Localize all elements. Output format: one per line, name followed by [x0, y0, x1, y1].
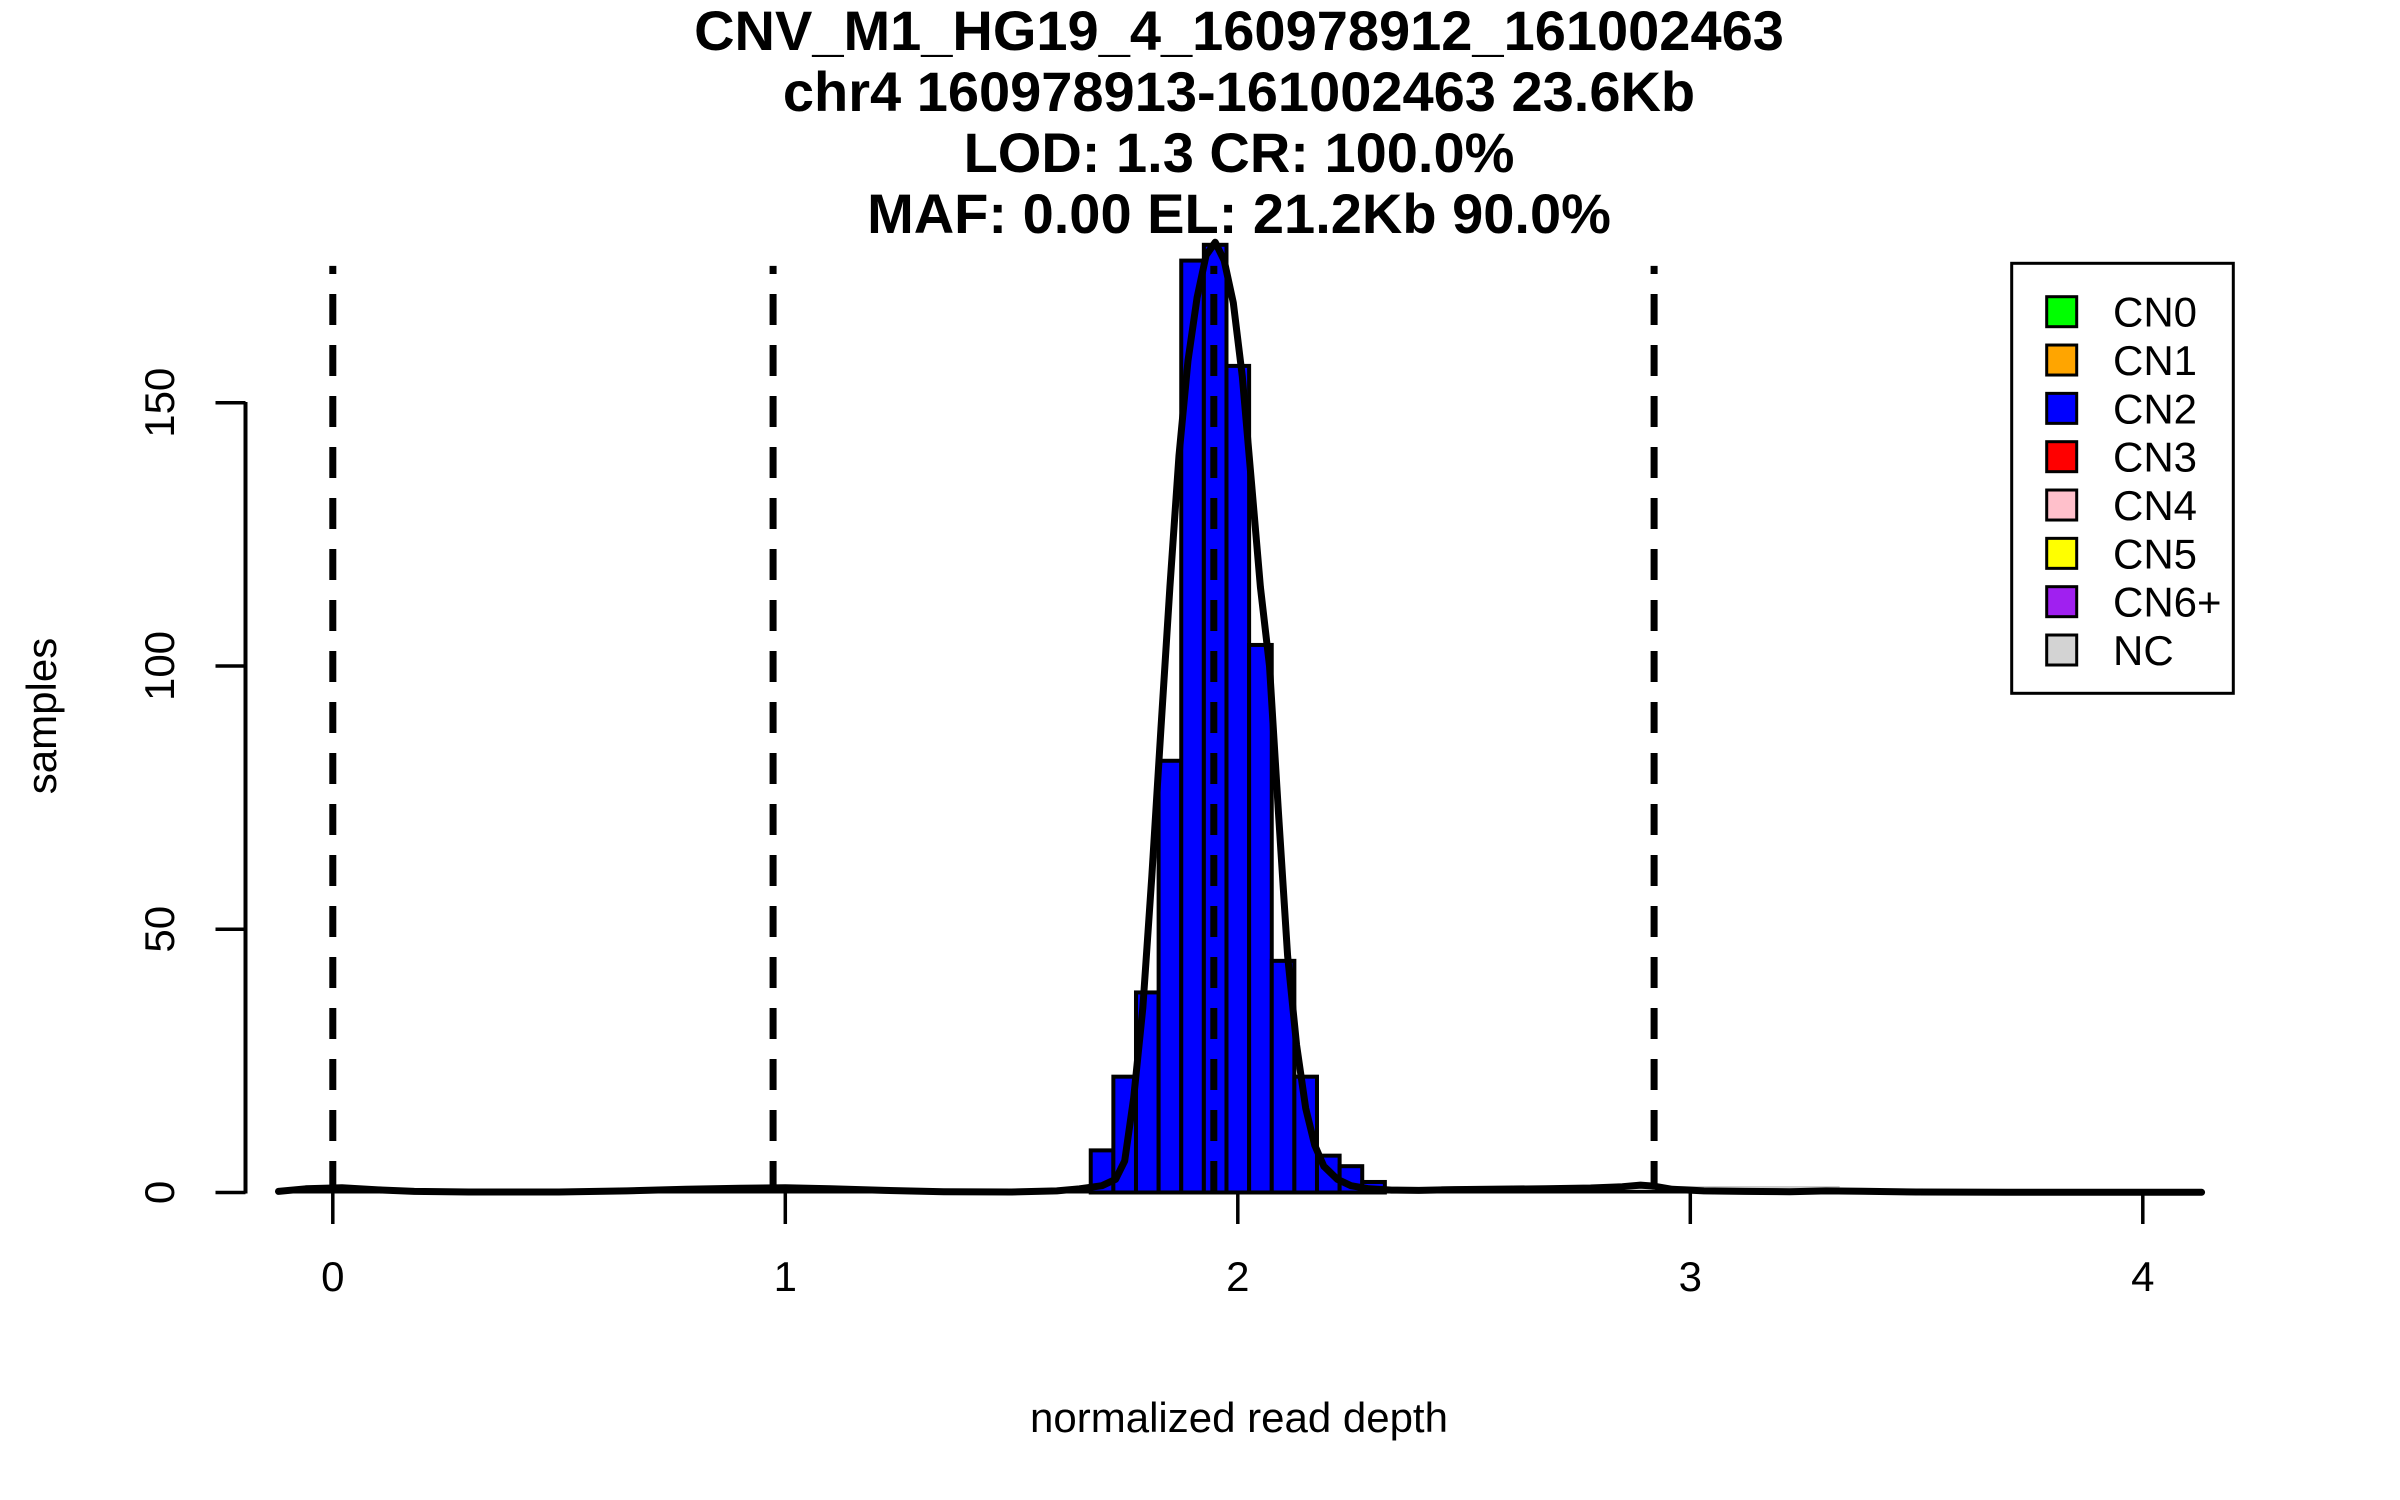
legend-swatch-cn0 [2045, 295, 2079, 329]
legend-swatch-cn4 [2045, 488, 2079, 522]
density-curve [275, 238, 2206, 1196]
y-axis-tick-label: 0 [136, 1181, 183, 1204]
histogram-bar [1156, 758, 1184, 1195]
y-axis-tick-label: 100 [136, 631, 183, 701]
chart-title-line-1: CNV_M1_HG19_4_160978912_161002463 [694, 0, 1784, 62]
chart-title-line-2: chr4 160978913-161002463 23.6Kb [782, 60, 1696, 123]
legend-label-cn2: CN2 [2113, 385, 2197, 432]
histogram-bar [1292, 1074, 1319, 1195]
legend-label-cn0: CN0 [2113, 289, 2197, 336]
legend-label-cn4: CN4 [2113, 482, 2197, 529]
legend-box [2010, 261, 2235, 695]
legend-label-cn1: CN1 [2113, 337, 2197, 384]
y-axis-label: samples [18, 637, 65, 795]
histogram-bar [1247, 642, 1274, 1195]
legend-label-cn6plus: CN6+ [2113, 579, 2222, 626]
legend-label-cn3: CN3 [2113, 434, 2197, 481]
legend-swatch-cn5 [2045, 536, 2079, 570]
legend-label-nc: NC [2113, 627, 2174, 674]
chart-title: CNV_M1_HG19_4_160978912_161002463 chr4 1… [277, 0, 2201, 244]
histogram-bar [1224, 363, 1252, 1195]
legend-swatch-cn3 [2045, 440, 2079, 474]
legend-swatch-nc [2045, 633, 2079, 667]
x-axis-label: normalized read depth [1030, 1394, 1448, 1441]
legend-swatch-cn1 [2045, 343, 2079, 377]
legend-label-cn5: CN5 [2113, 530, 2197, 577]
chart-title-line-3: LOD: 1.3 CR: 100.0% [963, 121, 1515, 184]
x-axis-tick-label: 3 [1679, 1253, 1702, 1300]
x-axis-tick-label: 4 [2131, 1253, 2154, 1300]
x-axis-tick-label: 2 [1226, 1253, 1249, 1300]
y-axis-tick-label: 150 [136, 368, 183, 438]
x-axis-tick-label: 1 [774, 1253, 797, 1300]
y-axis-tick-label: 50 [136, 906, 183, 953]
legend-swatch-cn6plus [2045, 585, 2079, 619]
chart-title-line-4: MAF: 0.00 EL: 21.2Kb 90.0% [867, 182, 1611, 245]
legend-swatch-cn2 [2045, 391, 2079, 425]
x-axis-tick-label: 0 [321, 1253, 344, 1300]
